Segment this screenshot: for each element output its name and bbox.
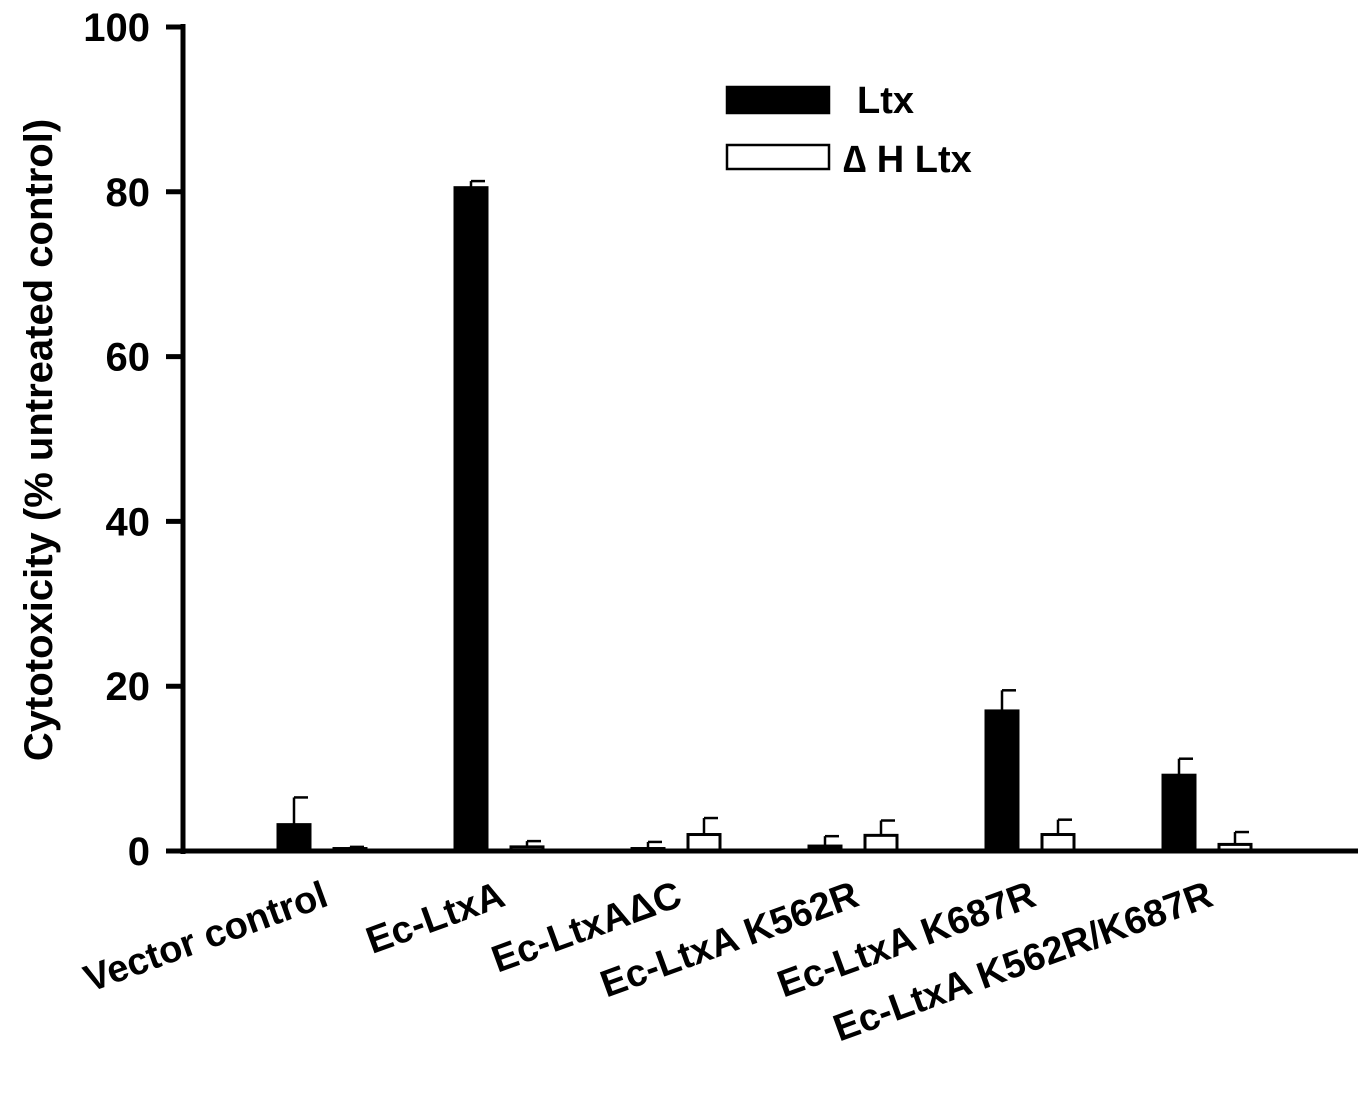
x-tick-label: Ec-LtxA	[361, 874, 510, 963]
y-tick-label: 0	[128, 830, 150, 874]
x-tick-label: Vector control	[79, 874, 333, 1001]
y-tick-label: 40	[106, 500, 151, 544]
legend-label-ltx: Ltx	[857, 80, 914, 122]
y-tick-label: 20	[106, 665, 151, 709]
legend-swatch-ltx	[725, 85, 831, 115]
bar-ltx	[276, 823, 312, 853]
bar-ltx	[984, 709, 1020, 853]
bar-ltx	[1161, 773, 1197, 853]
y-tick-label: 80	[106, 171, 151, 215]
legend-label-delta-h-ltx: ∆ H Ltx	[843, 139, 972, 181]
bars-layer	[276, 179, 1253, 853]
axes-layer	[180, 24, 1358, 854]
y-tick-label: 60	[106, 336, 151, 380]
y-tick-label: 100	[83, 6, 150, 50]
y-ticks-layer: 0 20 40 60 80 100	[83, 6, 183, 874]
y-axis-title: Cytotoxicity (% untreated control)	[17, 119, 61, 761]
bar-ltx	[453, 186, 489, 853]
legend-swatch-delta-h-ltx	[725, 143, 831, 171]
legend: Ltx ∆ H Ltx	[725, 80, 972, 181]
